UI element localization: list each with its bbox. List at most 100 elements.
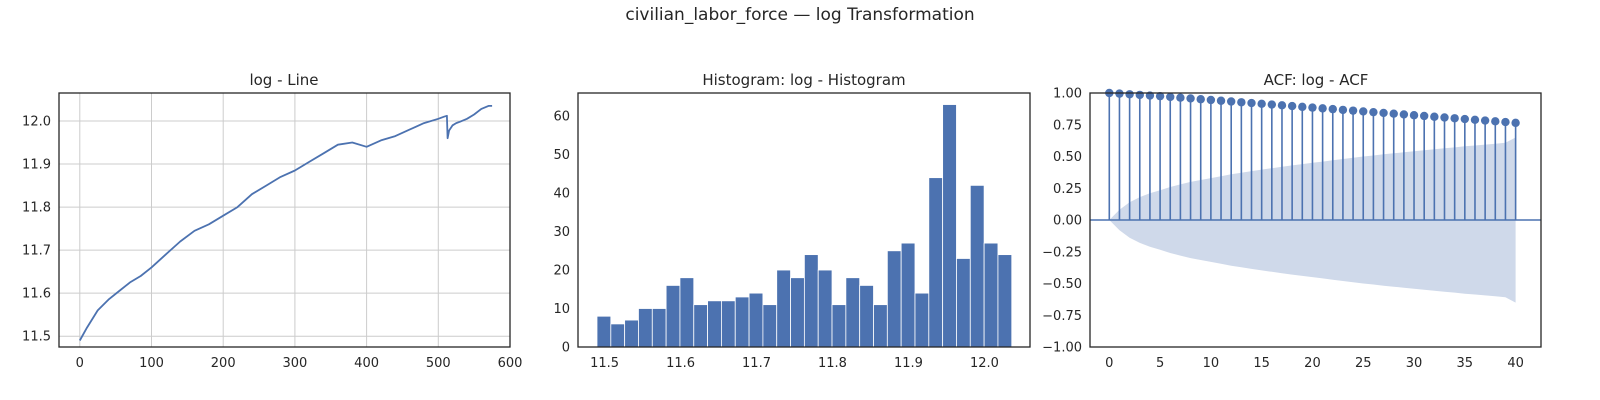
x-tick-label: 30: [1406, 356, 1423, 371]
histogram-bar: [845, 277, 861, 348]
x-tick-label: 35: [1457, 356, 1474, 371]
histogram-bar: [997, 254, 1013, 348]
acf-point: [1440, 113, 1449, 122]
x-tick-label: 300: [282, 356, 307, 371]
acf-point: [1419, 111, 1429, 121]
x-tick-label: 11.5: [590, 356, 619, 371]
x-tick-label: 600: [498, 356, 523, 371]
x-tick-label: 11.6: [666, 356, 695, 371]
y-tick-label: −1.00: [1042, 341, 1082, 356]
y-tick-label: 0.25: [1053, 182, 1082, 197]
histogram-bar: [679, 277, 695, 348]
y-tick-label: 40: [553, 187, 570, 202]
y-tick-label: 11.7: [22, 244, 51, 259]
x-tick-label: 11.9: [894, 356, 923, 371]
acf-point: [1237, 98, 1246, 107]
histogram-bar: [651, 308, 667, 348]
acf-point: [1450, 114, 1459, 123]
y-tick-label: 0.75: [1053, 118, 1082, 133]
histogram-bar: [624, 319, 639, 348]
line-panel-title: log - Line: [249, 71, 318, 89]
histogram-bar: [803, 254, 819, 348]
x-tick-label: 12.0: [970, 356, 999, 371]
acf-point: [1379, 108, 1388, 118]
acf-point: [1511, 118, 1520, 128]
acf-panel-title: ACF: log - ACF: [1264, 71, 1369, 89]
histogram-bar: [956, 258, 971, 348]
acf-point: [1277, 101, 1287, 110]
histogram-bar: [790, 277, 805, 348]
histogram-bar: [762, 304, 778, 348]
x-tick-label: 11.8: [818, 356, 847, 371]
histogram-bar: [942, 104, 957, 348]
acf-point: [1308, 103, 1317, 112]
y-tick-label: −0.50: [1042, 277, 1082, 292]
x-tick-label: 100: [139, 356, 164, 371]
histogram-bar: [693, 304, 708, 348]
acf-point: [1267, 100, 1277, 109]
y-tick-label: 11.6: [22, 287, 51, 302]
plot-frame: [1089, 92, 1542, 348]
y-tick-label: 10: [553, 302, 570, 317]
acf-panel: ACF: log - ACF 0 5 10 15 20 25 30 35 40 −1.00 −0.7…: [1042, 71, 1542, 371]
y-tick-label: 11.5: [22, 330, 51, 345]
histogram-bar: [969, 184, 985, 348]
acf-point: [1216, 96, 1226, 105]
acf-point: [1166, 92, 1175, 102]
y-tick-label: 1.00: [1053, 87, 1082, 102]
histogram-panel-title: Histogram: log - Histogram: [702, 71, 905, 89]
acf-point: [1501, 117, 1510, 127]
acf-point: [1176, 93, 1185, 102]
acf-point: [1409, 111, 1419, 120]
x-tick-label: 5: [1156, 356, 1164, 371]
acf-point: [1359, 107, 1368, 116]
acf-point: [1389, 109, 1398, 118]
y-tick-label: −0.75: [1042, 309, 1082, 324]
y-tick-label: 11.9: [22, 158, 51, 173]
acf-point: [1287, 101, 1297, 111]
y-tick-label: 11.8: [22, 201, 51, 216]
histogram-panel: Histogram: log - Histogram 11.5 11.6 11.7 1…: [553, 71, 1031, 371]
histogram-bar: [610, 323, 626, 348]
histogram-bar: [900, 242, 916, 348]
histogram-bar: [721, 300, 736, 348]
acf-point: [1155, 91, 1165, 101]
plot-frame: [577, 92, 1031, 348]
y-tick-label: 20: [553, 264, 570, 279]
x-tick-label: 0: [1105, 356, 1113, 371]
acf-point: [1369, 107, 1378, 117]
y-tick-label: 0.50: [1053, 150, 1082, 165]
histogram-bar: [859, 285, 874, 348]
x-tick-label: 10: [1203, 356, 1220, 371]
acf-point: [1328, 104, 1337, 114]
histogram-bar: [734, 296, 750, 348]
line-panel: log - Line 0 100 200 300 400 500 600 11.5 11.6 11…: [22, 71, 522, 371]
acf-point: [1135, 90, 1144, 100]
histogram-bar: [596, 315, 612, 348]
histogram-bar: [707, 300, 722, 348]
figure-title: civilian_labor_force — log Transformatio…: [625, 5, 975, 25]
series-line: [79, 105, 493, 341]
x-tick-label: 500: [426, 356, 451, 371]
y-tick-label: 30: [553, 225, 570, 240]
histogram-bar: [665, 285, 681, 348]
x-tick-label: 15: [1253, 356, 1270, 371]
histogram-bar: [638, 308, 653, 348]
histogram-bar: [831, 304, 847, 348]
histogram-bar: [928, 177, 944, 348]
acf-point: [1430, 112, 1439, 121]
y-tick-label: 60: [553, 110, 570, 125]
histogram-bar: [914, 292, 930, 348]
acf-point: [1257, 99, 1266, 108]
y-tick-label: 50: [553, 148, 570, 163]
acf-point: [1348, 106, 1358, 115]
acf-point: [1125, 90, 1134, 99]
acf-point: [1196, 95, 1205, 104]
histogram-bar: [748, 292, 764, 348]
y-tick-label: 12.0: [22, 114, 51, 129]
acf-point: [1491, 117, 1500, 126]
acf-point: [1338, 105, 1348, 115]
histogram-bar: [776, 269, 791, 348]
histogram-bar: [886, 250, 902, 348]
